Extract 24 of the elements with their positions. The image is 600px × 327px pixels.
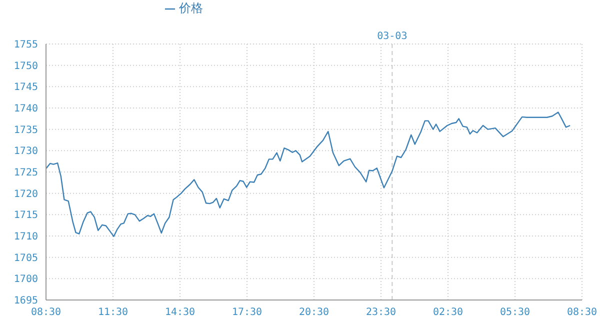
x-tick-label: 11:30 <box>98 307 128 318</box>
y-tick-label: 1755 <box>14 40 38 51</box>
y-tick-label: 1725 <box>14 168 38 179</box>
y-tick-label: 1740 <box>14 104 38 115</box>
y-tick-label: 1715 <box>14 210 38 222</box>
y-tick-label: 1750 <box>14 60 38 72</box>
x-tick-label: 23:30 <box>366 307 396 318</box>
x-tick-label: 02:30 <box>432 307 464 318</box>
y-tick-label: 1705 <box>14 252 38 264</box>
y-tick-label: 1735 <box>14 124 38 136</box>
y-tick-label: 1720 <box>14 188 38 200</box>
y-tick-label: 1710 <box>14 232 38 243</box>
y-tick-label: 1695 <box>14 296 38 307</box>
ref-line-label: 03-03 <box>377 31 408 42</box>
x-tick-label: 14:30 <box>164 307 196 318</box>
y-tick-label: 1730 <box>14 146 38 158</box>
x-tick-label: 20:30 <box>298 307 330 318</box>
y-tick-label: 1700 <box>14 274 38 286</box>
x-tick-label: 05:30 <box>500 307 530 318</box>
y-tick-label: 1745 <box>14 82 38 94</box>
legend-label: 价格 <box>179 1 203 15</box>
x-tick-label: 08:30 <box>30 307 62 318</box>
x-tick-label: 17:30 <box>232 307 262 318</box>
x-tick-label: 08:30 <box>566 307 598 318</box>
